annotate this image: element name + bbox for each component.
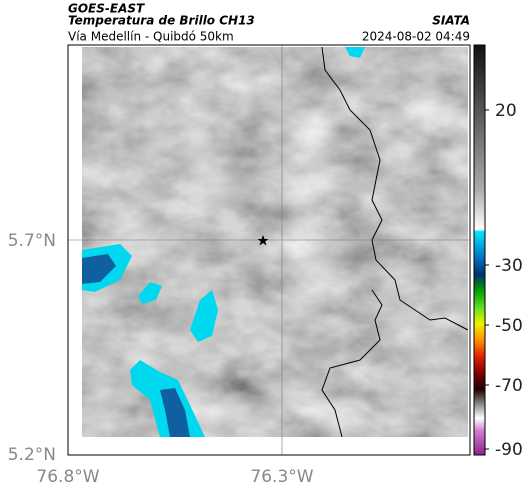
colorbar-tick-label: -70 [495, 376, 523, 396]
colorbar-tick-label: -30 [495, 256, 523, 276]
lon-label: 76.8°W [36, 467, 99, 487]
colorbar-tick-label: 20 [495, 101, 517, 121]
subtitle: Vía Medellín - Quibdó 50km [68, 30, 234, 44]
lat-label: 5.7°N [8, 231, 56, 251]
title: Temperatura de Brillo CH13 [68, 14, 255, 28]
source: GOES-EAST [68, 2, 145, 16]
location-star [257, 235, 269, 246]
lat-label: 5.2°N [8, 445, 56, 465]
agency: SIATA [432, 14, 470, 28]
colorbar [473, 44, 486, 456]
satellite-image [82, 47, 468, 437]
timestamp: 2024-08-02 04:49 [362, 30, 470, 44]
lon-label: 76.3°W [250, 467, 313, 487]
colorbar-tick-label: -50 [495, 316, 523, 336]
colorbar-tick-label: -90 [495, 440, 523, 460]
